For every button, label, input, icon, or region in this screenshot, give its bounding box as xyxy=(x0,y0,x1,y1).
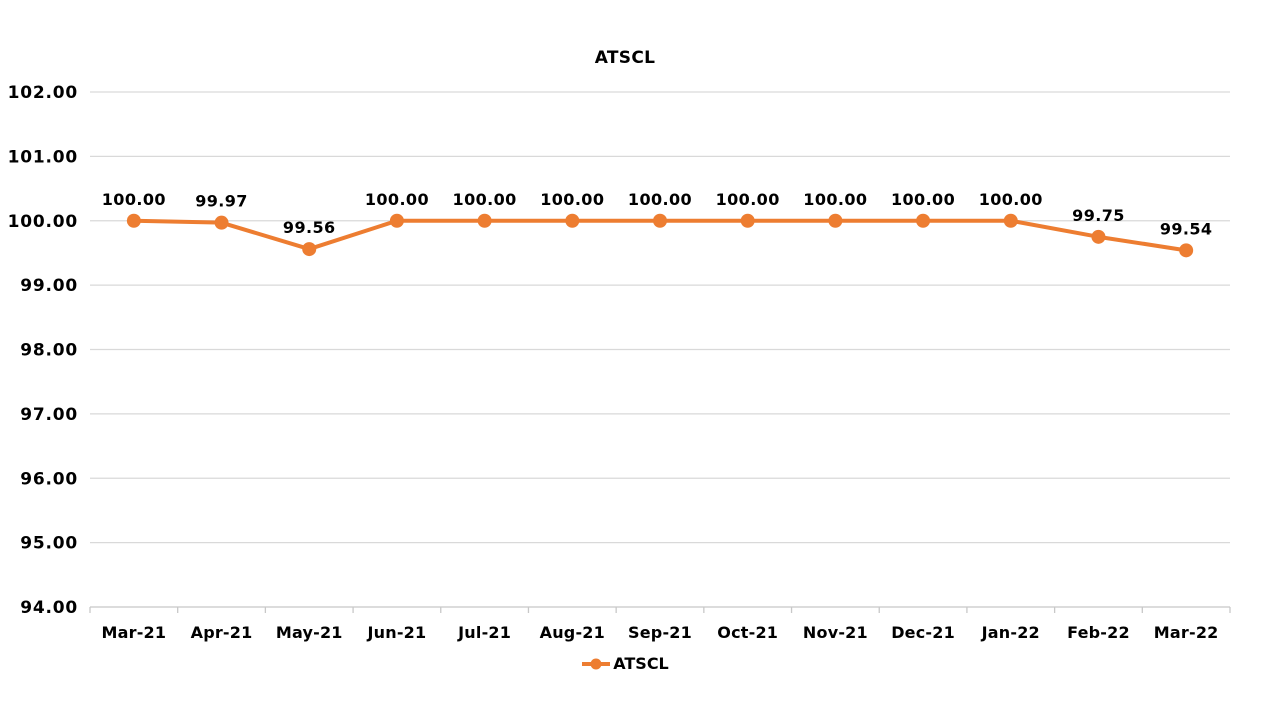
legend-label: ATSCL xyxy=(613,654,669,673)
x-tick-label: Feb-22 xyxy=(1067,623,1130,642)
data-point xyxy=(1003,213,1018,228)
data-label: 99.56 xyxy=(283,218,336,237)
y-tick-label: 98.00 xyxy=(20,341,78,361)
y-tick-label: 101.00 xyxy=(8,147,78,167)
data-point xyxy=(477,213,492,228)
data-label: 100.00 xyxy=(540,190,604,209)
data-label: 100.00 xyxy=(716,190,780,209)
x-tick-label: Aug-21 xyxy=(540,623,605,642)
x-tick-label: Dec-21 xyxy=(891,623,955,642)
data-point xyxy=(1179,243,1194,258)
data-point xyxy=(214,215,229,230)
data-label: 100.00 xyxy=(628,190,692,209)
x-tick-label: Apr-21 xyxy=(191,623,253,642)
data-point xyxy=(653,213,667,228)
data-label: 100.00 xyxy=(803,190,867,209)
legend-line-marker-icon xyxy=(582,658,611,669)
y-tick-label: 94.00 xyxy=(20,598,78,618)
x-tick-label: Oct-21 xyxy=(717,623,778,642)
y-tick-label: 99.00 xyxy=(20,276,78,296)
x-tick-label: Jan-22 xyxy=(981,623,1040,642)
x-tick-label: Mar-22 xyxy=(1154,623,1219,642)
x-tick-label: May-21 xyxy=(276,623,343,642)
x-tick-label: Sep-21 xyxy=(628,623,692,642)
y-tick-label: 97.00 xyxy=(20,405,78,425)
data-point xyxy=(565,213,580,228)
data-point xyxy=(302,242,317,257)
data-point xyxy=(1091,229,1106,244)
x-tick-label: Jun-21 xyxy=(367,623,427,642)
y-tick-label: 100.00 xyxy=(8,212,78,232)
data-label: 100.00 xyxy=(365,190,429,209)
chart-title: ATSCL xyxy=(594,48,656,68)
x-tick-label: Jul-21 xyxy=(457,623,511,642)
data-label: 100.00 xyxy=(102,190,166,209)
y-tick-label: 95.00 xyxy=(20,534,78,554)
data-label: 100.00 xyxy=(453,190,517,209)
y-tick-label: 102.00 xyxy=(8,83,78,103)
data-point xyxy=(828,213,843,228)
legend: ATSCL xyxy=(0,654,1250,673)
data-label: 99.75 xyxy=(1072,206,1125,225)
data-label: 100.00 xyxy=(979,190,1043,209)
y-tick-label: 96.00 xyxy=(20,469,78,489)
data-point xyxy=(916,213,931,228)
data-point xyxy=(126,213,141,228)
data-point xyxy=(740,213,755,228)
data-label: 99.54 xyxy=(1160,219,1213,238)
data-point xyxy=(389,213,404,228)
data-label: 100.00 xyxy=(891,190,955,209)
x-tick-label: Nov-21 xyxy=(803,623,868,642)
x-tick-label: Mar-21 xyxy=(101,623,166,642)
data-label: 99.97 xyxy=(195,192,248,211)
